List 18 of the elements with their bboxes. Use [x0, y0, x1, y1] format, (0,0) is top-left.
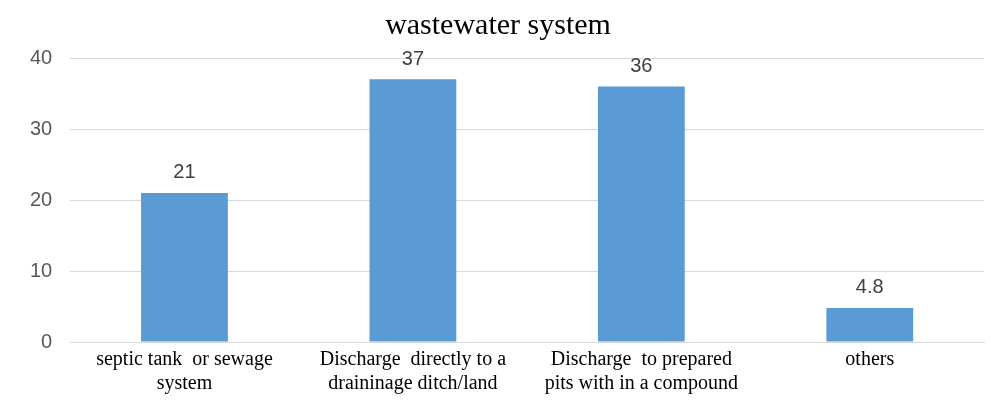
data-label: 4.8 [855, 275, 884, 298]
bar [597, 86, 685, 342]
chart-title: wastewater system [385, 6, 611, 40]
bar [826, 307, 914, 342]
x-tick-label: Discharge to prepared pits with in a compound [544, 347, 739, 395]
x-tick-label: septic tank or sewage system [96, 347, 273, 395]
y-tick-label: 30 [30, 116, 53, 139]
x-tick-label: Discharge directly to a draininage ditch/land [319, 347, 507, 395]
x-tick-label: others [845, 347, 895, 370]
data-label: 21 [173, 160, 196, 183]
y-tick-label: 40 [30, 45, 53, 68]
y-tick-label: 20 [30, 187, 53, 210]
bar [141, 192, 228, 342]
data-label: 37 [401, 46, 425, 69]
data-label: 36 [630, 53, 653, 76]
bar [369, 79, 457, 342]
y-tick-label: 0 [41, 329, 53, 352]
y-tick-label: 10 [30, 258, 53, 281]
